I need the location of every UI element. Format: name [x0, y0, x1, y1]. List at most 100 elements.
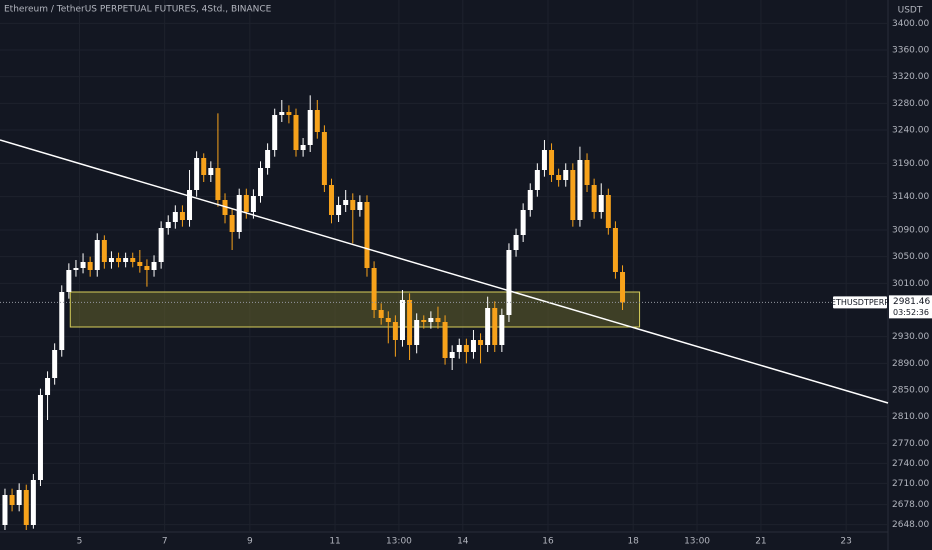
candle-body	[137, 262, 143, 266]
candle-body	[101, 240, 107, 262]
x-tick-label: 13:00	[386, 537, 412, 547]
candle-body	[336, 205, 342, 215]
candle-body	[172, 212, 178, 222]
candle-body	[293, 115, 299, 150]
candle-body	[73, 268, 79, 270]
y-tick-label: 2890.00	[892, 359, 929, 369]
candle-body	[378, 310, 384, 318]
x-tick-label: 18	[627, 537, 639, 547]
candle-body	[187, 190, 193, 220]
candle-body	[385, 318, 391, 322]
trend-line	[0, 139, 889, 404]
candle-body	[116, 258, 122, 262]
candle-body	[123, 258, 129, 262]
candle-body	[499, 315, 505, 345]
candle-body	[584, 160, 590, 185]
candle-body	[449, 352, 455, 358]
candle-body	[222, 200, 228, 215]
candle-body	[506, 250, 512, 315]
candle-body	[421, 320, 427, 322]
y-tick-label: 2740.00	[892, 459, 929, 469]
last-price-label: 2981.46	[893, 297, 930, 307]
candle-body	[108, 258, 114, 262]
candle-body	[16, 490, 22, 505]
y-tick-label: 3320.00	[892, 72, 929, 82]
y-tick-label: 2810.00	[892, 412, 929, 422]
zone-layer	[69, 291, 641, 328]
candle-body	[435, 318, 441, 322]
candle-body	[428, 318, 434, 322]
y-tick-label: 3050.00	[892, 252, 929, 262]
x-tick-label: 5	[77, 537, 83, 547]
candle-body	[87, 262, 93, 270]
x-tick-label: 23	[840, 537, 851, 547]
candle-body	[350, 200, 356, 210]
candle-body	[272, 115, 278, 150]
currency-label: USDT	[898, 6, 923, 16]
y-tick-label: 2648.00	[892, 520, 929, 530]
candle-body	[59, 292, 65, 350]
candle-body	[591, 185, 597, 212]
candle-body	[534, 170, 540, 190]
candle-body	[165, 222, 171, 228]
candle-body	[549, 150, 555, 175]
candle-body	[30, 480, 36, 525]
candle-body	[357, 202, 363, 210]
candles	[2, 95, 626, 530]
x-tick-label: 7	[162, 537, 168, 547]
candle-body	[492, 308, 498, 345]
candle-body	[80, 262, 86, 268]
candle-body	[23, 490, 29, 525]
candle-body	[456, 345, 462, 352]
candle-body	[407, 300, 413, 345]
candle-body	[265, 150, 271, 168]
candle-body	[286, 112, 292, 115]
candle-body	[371, 268, 377, 310]
candle-body	[577, 160, 583, 220]
candle-body	[37, 395, 43, 480]
candle-body	[279, 112, 285, 115]
candle-body	[612, 228, 618, 272]
y-tick-label: 3090.00	[892, 226, 929, 236]
y-tick-label: 3360.00	[892, 46, 929, 56]
candle-body	[541, 150, 547, 170]
y-tick-label: 2930.00	[892, 332, 929, 342]
candle-body	[520, 210, 526, 235]
candle-body	[208, 168, 214, 175]
candle-body	[485, 308, 491, 345]
candle-body	[314, 110, 320, 132]
candle-body	[470, 340, 476, 352]
symbol-label: ETHUSDTPERP	[831, 298, 889, 307]
candle-body	[392, 322, 398, 340]
x-tick-label: 14	[457, 537, 469, 547]
y-tick-label: 2770.00	[892, 439, 929, 449]
candle-body	[321, 132, 327, 185]
y-tick-label: 3010.00	[892, 279, 929, 289]
candle-body	[570, 170, 576, 220]
candle-body	[527, 190, 533, 210]
candle-body	[130, 258, 136, 262]
candle-body	[45, 378, 51, 395]
candle-body	[250, 196, 256, 212]
candle-body	[144, 266, 150, 270]
candle-body	[556, 175, 562, 180]
candle-body	[236, 195, 242, 232]
candle-body	[463, 345, 469, 352]
support-zone	[69, 291, 641, 328]
y-tick-label: 2850.00	[892, 386, 929, 396]
candle-body	[300, 145, 306, 150]
y-tick-label: 3190.00	[892, 159, 929, 169]
candle-body	[414, 320, 420, 345]
candle-body	[158, 228, 164, 262]
x-tick-label: 16	[542, 537, 554, 547]
candle-body	[328, 185, 334, 215]
y-tick-label: 3400.00	[892, 19, 929, 29]
candle-body	[201, 158, 207, 175]
x-tick-label: 21	[755, 537, 766, 547]
x-tick-label: 9	[247, 537, 253, 547]
countdown-label: 03:52:36	[893, 308, 929, 317]
candle-body	[513, 235, 519, 250]
